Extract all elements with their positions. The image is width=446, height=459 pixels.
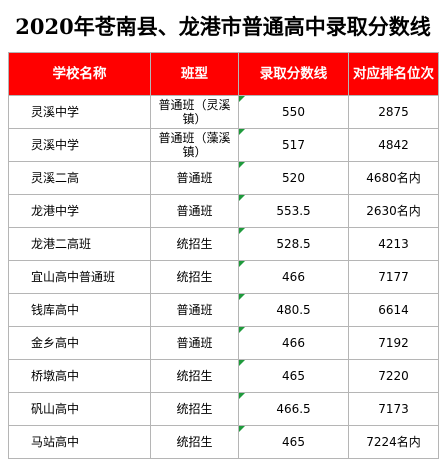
cell-score: 517 — [238, 128, 349, 162]
cell-type: 普通班（藻溪镇） — [150, 128, 239, 162]
table-row: 马站高中 统招生 465 7224名内 — [8, 425, 439, 459]
table-row: 灵溪中学 普通班（灵溪镇） 550 2875 — [8, 95, 439, 129]
header-score: 录取分数线 — [238, 52, 349, 96]
cell-school: 龙港二高班 — [8, 227, 151, 261]
cell-rank: 4213 — [348, 227, 439, 261]
cell-type: 普通班 — [150, 194, 239, 228]
table-row: 龙港中学 普通班 553.5 2630名内 — [8, 194, 439, 228]
header-type: 班型 — [150, 52, 239, 96]
cell-rank: 2630名内 — [348, 194, 439, 228]
cell-rank: 2875 — [348, 95, 439, 129]
cell-rank: 7220 — [348, 359, 439, 393]
cell-score: 550 — [238, 95, 349, 129]
cell-score: 480.5 — [238, 293, 349, 327]
cell-rank: 7192 — [348, 326, 439, 360]
table-row: 钱库高中 普通班 480.5 6614 — [8, 293, 439, 327]
cell-type: 统招生 — [150, 392, 239, 426]
table-row: 矾山高中 统招生 466.5 7173 — [8, 392, 439, 426]
cell-score: 553.5 — [238, 194, 349, 228]
cell-school: 矾山高中 — [8, 392, 151, 426]
cell-type: 普通班 — [150, 161, 239, 195]
cell-school: 金乡高中 — [8, 326, 151, 360]
cell-score: 466.5 — [238, 392, 349, 426]
header-rank: 对应排名位次 — [348, 52, 439, 96]
cell-rank: 4680名内 — [348, 161, 439, 195]
table-row: 金乡高中 普通班 466 7192 — [8, 326, 439, 360]
cell-score: 466 — [238, 326, 349, 360]
cell-rank: 7224名内 — [348, 425, 439, 459]
cell-type: 统招生 — [150, 227, 239, 261]
cell-score: 528.5 — [238, 227, 349, 261]
cell-type: 普通班 — [150, 293, 239, 327]
table-row: 灵溪二高 普通班 520 4680名内 — [8, 161, 439, 195]
table-row: 灵溪中学 普通班（藻溪镇） 517 4842 — [8, 128, 439, 162]
cell-school: 马站高中 — [8, 425, 151, 459]
cell-rank: 7173 — [348, 392, 439, 426]
table-row: 桥墩高中 统招生 465 7220 — [8, 359, 439, 393]
cell-type: 统招生 — [150, 359, 239, 393]
cell-score: 466 — [238, 260, 349, 294]
cell-school: 钱库高中 — [8, 293, 151, 327]
cell-rank: 6614 — [348, 293, 439, 327]
table-row: 宜山高中普通班 统招生 466 7177 — [8, 260, 439, 294]
cell-score: 465 — [238, 425, 349, 459]
cell-school: 龙港中学 — [8, 194, 151, 228]
cell-type: 统招生 — [150, 260, 239, 294]
cell-school: 灵溪中学 — [8, 128, 151, 162]
page-title: 2020年苍南县、龙港市普通高中录取分数线 — [15, 14, 431, 39]
cell-school: 灵溪二高 — [8, 161, 151, 195]
cell-school: 桥墩高中 — [8, 359, 151, 393]
cell-score: 465 — [238, 359, 349, 393]
table-row: 龙港二高班 统招生 528.5 4213 — [8, 227, 439, 261]
score-table: 学校名称 班型 录取分数线 对应排名位次 灵溪中学 普通班（灵溪镇） 550 2875… — [8, 52, 439, 459]
cell-rank: 7177 — [348, 260, 439, 294]
cell-type: 普通班（灵溪镇） — [150, 95, 239, 129]
cell-type: 统招生 — [150, 425, 239, 459]
table-header-row: 学校名称 班型 录取分数线 对应排名位次 — [8, 52, 439, 96]
cell-school: 宜山高中普通班 — [8, 260, 151, 294]
cell-school: 灵溪中学 — [8, 95, 151, 129]
cell-type: 普通班 — [150, 326, 239, 360]
cell-score: 520 — [238, 161, 349, 195]
cell-rank: 4842 — [348, 128, 439, 162]
header-school: 学校名称 — [8, 52, 151, 96]
